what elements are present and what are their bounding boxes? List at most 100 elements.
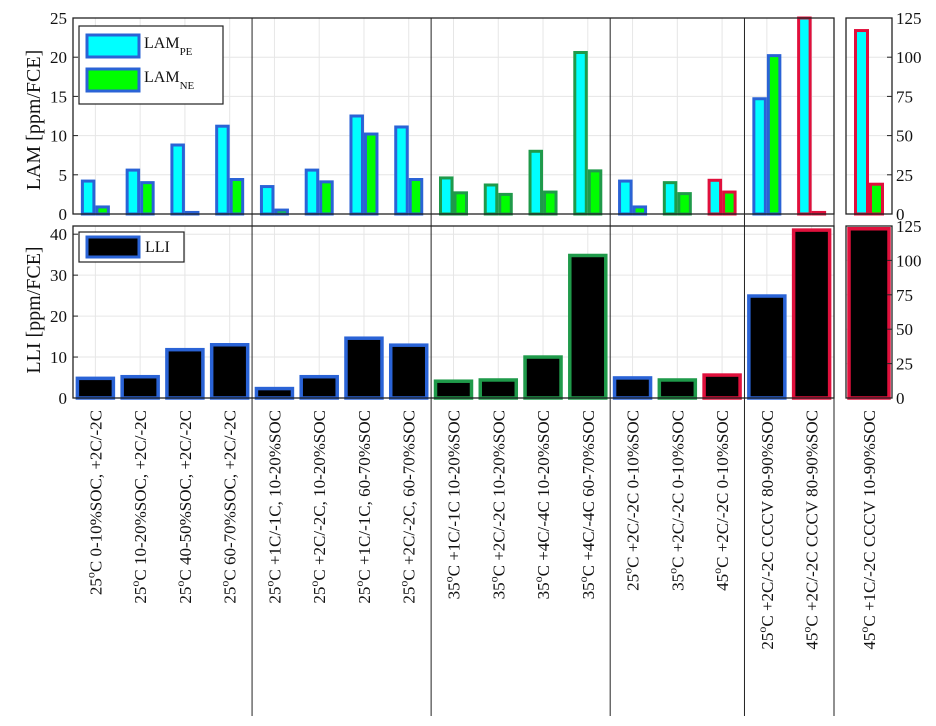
bar-lam-pe — [259, 185, 275, 216]
category-label: 25oC 40-50%SOC, +2C/-2C — [173, 410, 195, 604]
category-label-temp: 25 — [355, 587, 374, 604]
category-label-degree: o — [486, 576, 500, 582]
category-label-temp: 25 — [758, 633, 777, 650]
bar-lam-pe — [573, 50, 588, 216]
bar-lli — [612, 376, 653, 400]
category-label-degree: o — [397, 581, 411, 587]
category-label: 45oC +2C/-2C CCCV 80-90%SOC — [800, 410, 822, 650]
bar-lam-ne — [229, 178, 245, 216]
category-label-rest: C +1C/-1C, 10-20%SOC — [265, 410, 284, 581]
category-label-temp: 35 — [668, 574, 687, 591]
category-label-degree: o — [128, 581, 142, 587]
bar-lam-ne — [140, 181, 155, 216]
category-label-temp: 25 — [624, 574, 643, 591]
category-label-degree: o — [857, 627, 871, 633]
bar-lli — [344, 336, 384, 400]
category-label: 25oC 10-20%SOC, +2C/-2C — [128, 410, 150, 604]
category-label-temp: 45 — [713, 574, 732, 591]
category-label-rest: C +4C/-4C 10-20%SOC — [534, 410, 553, 576]
bottom-axes-frame — [72, 225, 835, 399]
bar-lli — [847, 227, 891, 400]
category-label-rest: C +2C/-2C 10-20%SOC — [489, 410, 508, 576]
category-label-degree: o — [621, 568, 635, 574]
top-right-ytick-label: 100 — [896, 48, 922, 67]
category-label-degree: o — [531, 576, 545, 582]
category-label-rest: C +1C/-2C CCCV 10-90%SOC — [860, 410, 879, 627]
category-label-degree: o — [800, 627, 814, 633]
bar-lli — [254, 386, 295, 400]
top-ylabel: LAM [ppm/FCE] — [23, 50, 45, 191]
category-label-temp: 35 — [534, 582, 553, 599]
category-label: 25oC +2C/-2C, 60-70%SOC — [397, 410, 419, 604]
category-label-degree: o — [83, 572, 97, 578]
bottom-right-ytick-label: 125 — [896, 217, 922, 236]
top-right-ytick-label: 25 — [896, 166, 913, 185]
legend-swatch-lam-ne — [85, 67, 141, 93]
bar-lam-pe — [304, 168, 320, 216]
category-label-temp: 25 — [265, 587, 284, 604]
top-ytick-label: 25 — [50, 9, 67, 28]
category-label: 35oC +2C/-2C 0-10%SOC — [665, 410, 687, 591]
category-label-temp: 25 — [400, 587, 419, 604]
category-label-degree: o — [262, 581, 276, 587]
bottom-ytick-label: 0 — [59, 389, 68, 408]
bar-lli — [791, 228, 832, 400]
bar-lam-pe — [752, 97, 767, 216]
category-label: 25oC +2C/-2C, 10-20%SOC — [307, 410, 329, 604]
bar-lam-ne — [587, 169, 603, 216]
bar-lam-ne — [766, 54, 782, 216]
category-label-degree: o — [665, 568, 679, 574]
bar-lam-ne — [319, 180, 334, 216]
legend-swatch-lli — [85, 235, 141, 259]
bar-lam-ne — [722, 190, 737, 216]
top-ytick-label: 0 — [59, 205, 68, 224]
bar-lam-pe — [483, 183, 499, 216]
category-label-rest: C 10-20%SOC, +2C/-2C — [131, 410, 150, 581]
top-right-ytick-label: 75 — [896, 87, 913, 106]
legend-label-lli: LLI — [145, 239, 170, 256]
bar-lam-pe — [170, 143, 185, 216]
category-label-degree: o — [755, 627, 769, 633]
bar-lli — [75, 376, 116, 400]
category-label-rest: C 60-70%SOC, +2C/-2C — [221, 410, 240, 581]
category-label-rest: C +1C/-1C, 60-70%SOC — [355, 410, 374, 581]
category-label: 45oC +1C/-2C CCCV 10-90%SOC — [857, 410, 879, 650]
category-label-temp: 35 — [579, 582, 598, 599]
inset-bottom-frame — [845, 225, 893, 399]
bar-lli — [120, 374, 160, 400]
bar-lam-ne — [498, 192, 513, 216]
legend-label-lam-pe-base: LAM — [144, 35, 180, 52]
bar-lli — [209, 343, 250, 400]
plot-layer: 0510152025010203040025507510012502550751… — [50, 9, 922, 716]
category-label-degree: o — [442, 576, 456, 582]
top-ytick-label: 10 — [50, 127, 67, 146]
bottom-ytick-label: 30 — [50, 266, 67, 285]
bar-lli — [299, 374, 339, 400]
bar-lam-pe — [349, 114, 364, 216]
legend-label-lam-ne: LAMNE — [144, 69, 195, 92]
bar-lam-ne — [543, 190, 558, 216]
category-label-rest: C +2C/-2C 0-10%SOC — [668, 410, 687, 568]
bar-lam-pe — [618, 179, 633, 216]
bar-lam-ne — [869, 182, 884, 216]
category-label-degree: o — [352, 581, 366, 587]
legend-label-lam-ne-sub: NE — [180, 80, 195, 92]
bottom-ytick-label: 20 — [50, 307, 67, 326]
bar-lli — [702, 373, 742, 400]
bottom-legend: LLI — [78, 231, 185, 263]
bar-lam-pe — [439, 176, 454, 216]
bar-lam-ne — [408, 178, 424, 216]
category-label-rest: C +2C/-2C, 60-70%SOC — [400, 410, 419, 581]
top-axes-frame — [72, 17, 835, 215]
bar-lam-pe — [125, 168, 141, 216]
bar-lam-ne — [363, 132, 379, 216]
bar-lli — [568, 253, 608, 400]
bar-lam-ne — [453, 191, 468, 216]
top-right-ytick-label: 0 — [896, 205, 905, 224]
top-ytick-label: 15 — [50, 87, 67, 106]
inset-top-frame — [845, 17, 893, 215]
category-label-temp: 25 — [86, 578, 105, 595]
bar-lli — [165, 347, 205, 400]
bottom-right-ytick-label: 50 — [896, 320, 913, 339]
